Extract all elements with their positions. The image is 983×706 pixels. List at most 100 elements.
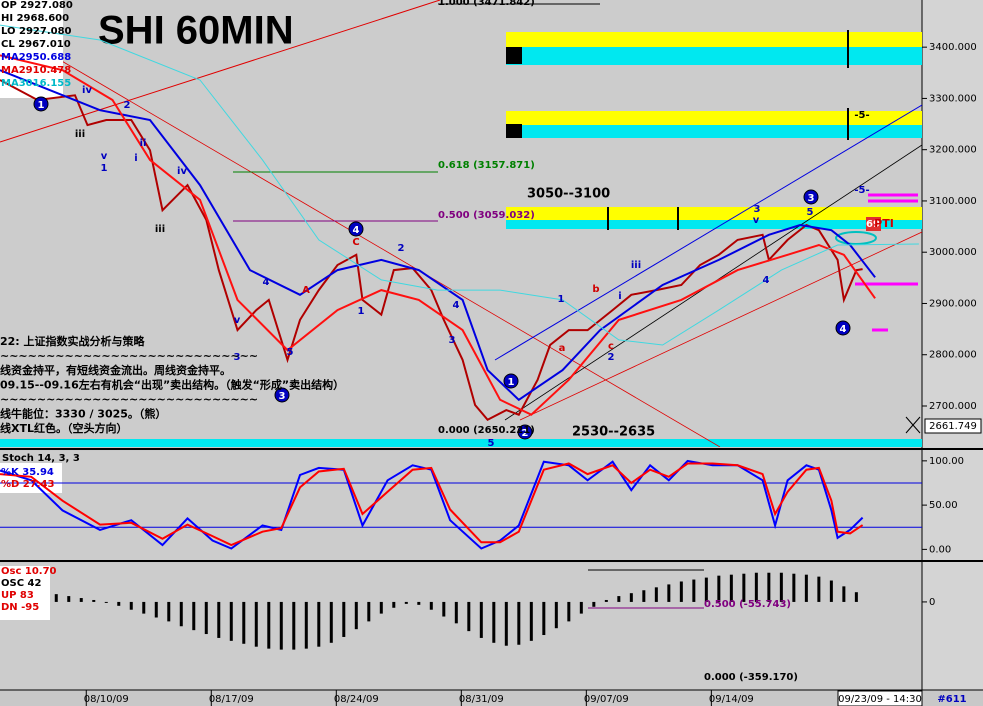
wave-mark (503, 373, 519, 389)
osc-bar (717, 575, 721, 602)
osc-bar (204, 601, 208, 635)
osc-bar (592, 601, 596, 607)
y-tick-label: 2800.000 (929, 350, 977, 361)
readout: MA2950.688 (1, 52, 71, 63)
fib-label: 0.618 (3157.871) (438, 160, 535, 171)
annotation: iv (82, 85, 92, 96)
osc-bar (779, 572, 783, 602)
annotation: -5- (854, 110, 869, 121)
readout: OSC 42 (1, 578, 41, 589)
annotation: iii (631, 260, 641, 271)
cursor-price-box (924, 418, 982, 434)
osc-bar (642, 590, 646, 602)
annotation: i (134, 153, 137, 164)
osc-bar (379, 601, 383, 614)
annotation: 5 (287, 347, 294, 358)
zone (506, 32, 922, 47)
x-tick-label: 08/10/09 (84, 694, 129, 705)
zone (506, 111, 922, 125)
price-plot: iviiiv12iiiiiiivv345AC123451abc2iiiiv345… (0, 24, 919, 447)
series-line (0, 79, 863, 422)
y-tick-label: 0 (929, 597, 935, 608)
osc-bar (292, 601, 296, 650)
annotation: v (101, 151, 108, 162)
wave-mark-label: 1 (38, 100, 45, 111)
y-tick-label: 3000.000 (929, 247, 977, 258)
y-tick-label: 3300.000 (929, 93, 977, 104)
annotation: 3050--3100 (527, 187, 610, 202)
osc-bar (267, 601, 271, 649)
osc-bar (192, 601, 196, 631)
cursor-date: 09/23/09 - 14:30 (838, 694, 922, 705)
label-box (866, 217, 881, 231)
readout-box (0, 463, 62, 493)
annotation: iv (177, 166, 187, 177)
crosshair (905, 416, 921, 434)
osc-bar (817, 576, 821, 602)
overlays (0, 0, 922, 447)
osc-bar (429, 601, 433, 610)
annotation: C (352, 237, 359, 248)
osc-bar (304, 601, 308, 649)
osc-bar (129, 601, 133, 610)
readout: OP 2927.080 (1, 0, 73, 11)
wave-mark (348, 221, 364, 237)
osc-bar (617, 596, 621, 602)
osc-panel (0, 563, 922, 690)
fib-label: 0.500 (3059.032) (438, 210, 535, 221)
osc-bar (329, 601, 333, 643)
note-line: 线XTL红色。（空头方向） (0, 421, 128, 435)
osc-bar (454, 601, 458, 624)
annotation: 5 (807, 207, 814, 218)
wave-mark-label: 1 (508, 377, 515, 388)
osc-bar (142, 601, 146, 614)
annotation: 2530--2635 (572, 425, 655, 440)
annotation: 3 (234, 352, 241, 363)
panel-title: Stoch 14, 3, 3 (2, 453, 80, 464)
osc-bar (604, 599, 608, 602)
x-tick-label: 08/17/09 (209, 694, 254, 705)
y-tick-label: 50.00 (929, 500, 958, 511)
osc-bar (504, 601, 508, 646)
osc-bar (529, 601, 533, 641)
osc-bar (154, 601, 158, 618)
readout: MA2910.478 (1, 65, 71, 76)
osc-bar (392, 601, 396, 608)
osc-bar (517, 601, 521, 645)
wave-mark-label: 2 (522, 428, 529, 439)
osc-bar (417, 601, 421, 605)
cursor-date-box (837, 690, 923, 706)
annotation: c (608, 341, 614, 352)
annotation: 2 (608, 352, 615, 363)
wave-mark-label: 3 (279, 391, 286, 402)
zone (506, 220, 922, 229)
osc-bar (67, 596, 71, 602)
readout: CL 2967.010 (1, 39, 71, 50)
osc-bar (492, 601, 496, 643)
x-tick-label: 09/14/09 (709, 694, 754, 705)
annotation: 4 (453, 300, 460, 311)
series-line (0, 54, 876, 416)
osc-bar (367, 601, 371, 622)
osc-bar (167, 601, 171, 622)
osc-bar (229, 601, 233, 641)
osc-bar (667, 584, 671, 602)
osc-bar (554, 601, 558, 629)
osc-bar (579, 601, 583, 614)
wave-mark (803, 189, 819, 205)
osc-bar (317, 601, 321, 647)
annotation: b (592, 284, 599, 295)
osc-bar (467, 601, 471, 632)
trend-line (519, 231, 922, 421)
axis-strip (922, 0, 983, 690)
wave-mark (835, 320, 851, 336)
readout: MA3016.155 (1, 78, 71, 89)
osc-bar (254, 601, 258, 647)
x-tick-label: 08/24/09 (334, 694, 379, 705)
zone (506, 125, 922, 138)
chart-title: SHI 60MIN (98, 9, 294, 53)
trend-line (494, 104, 922, 361)
readout: Osc 10.70 (1, 566, 57, 577)
osc-bar (679, 581, 683, 602)
bar-count: #611 (937, 694, 966, 705)
